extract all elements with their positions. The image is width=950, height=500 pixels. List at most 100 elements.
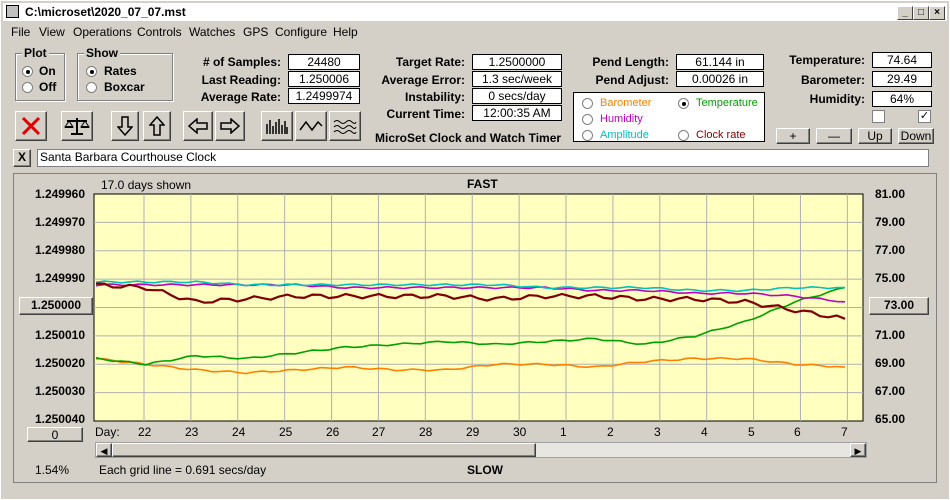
series-line-amplitude [95,280,845,293]
legend-clockrate-radio[interactable] [678,130,689,141]
legend-amplitude-radio[interactable] [582,130,593,141]
percent-label: 1.54% [35,463,70,477]
legend-amplitude-label: Amplitude [600,129,649,141]
pend-adjust-label: Pend Adjust: [595,73,669,87]
legend-temperature-label: Temperature [696,97,758,109]
maximize-button[interactable]: □ [913,6,929,20]
up-button[interactable]: Up [858,128,892,144]
up-arrow-icon [149,115,165,136]
plot-off-label: Off [39,80,57,94]
barometer-label: Barometer: [800,73,865,87]
red-x-icon [21,116,41,136]
plot-group: Plot On Off [15,46,65,101]
right-tick: 65.00 [875,412,906,426]
close-window-button[interactable]: × [929,6,945,20]
right-tick: 67.00 [875,384,906,398]
menu-watches[interactable]: Watches [189,25,236,39]
legend-temperature-radio[interactable] [678,98,689,109]
plot-group-title: Plot [22,46,49,60]
show-boxcar-label: Boxcar [104,80,145,94]
show-rates-radio[interactable] [86,66,97,77]
legend-humidity-label: Humidity [600,113,643,125]
instability-value: 0 secs/day [472,88,562,104]
day-tick-label: 25 [279,425,293,439]
wave-icon [299,120,323,132]
series-line-barometer [95,356,846,375]
menu-gps[interactable]: GPS [243,25,269,39]
horizontal-scrollbar[interactable]: ◀ ▶ [95,442,867,458]
env-checkbox-1[interactable] [872,110,885,123]
menu-view[interactable]: View [39,25,65,39]
samples-value: 24480 [288,54,360,70]
target-rate-value: 1.2500000 [472,54,562,70]
zero-button[interactable]: 0 [27,427,83,442]
left-tick: 1.250040 [34,412,85,426]
slow-label: SLOW [467,463,503,477]
current-time-label: Current Time: [386,107,465,121]
scroll-right-button[interactable] [215,111,245,141]
menu-bar: File View Operations Controls Watches GP… [3,23,947,41]
stop-button[interactable] [15,111,47,141]
day-tick-label: 1 [560,425,567,439]
instability-label: Instability: [404,90,465,104]
show-boxcar-radio[interactable] [86,82,97,93]
left-tick: 1.249990 [34,271,85,285]
clock-name-input[interactable]: Santa Barbara Courthouse Clock [37,149,929,167]
show-group-title: Show [84,46,120,60]
right-tick: 75.00 [875,271,906,285]
plot-off-radio[interactable] [22,82,33,93]
humidity-label: Humidity: [809,92,865,106]
right-tick: 77.00 [875,243,906,257]
env-checkbox-2[interactable]: ✓ [918,110,931,123]
right-tick: 71.00 [875,328,906,342]
show-rates-label: Rates [104,64,137,78]
menu-file[interactable]: File [11,25,31,39]
day-tick-label: 6 [794,425,801,439]
days-shown-label: 17.0 days shown [101,178,192,192]
right-center-tick-button[interactable]: 73.00 [869,297,929,315]
right-arrow-icon [220,118,241,134]
scroll-right-arrow[interactable]: ▶ [850,443,866,457]
temperature-label: Temperature: [789,53,865,67]
scroll-left-button[interactable] [183,111,213,141]
series-legend: Barometer Temperature Humidity Amplitude… [573,92,765,142]
day-tick-label: 22 [138,425,152,439]
histogram-icon [266,119,288,134]
pend-length-label: Pend Length: [592,55,669,69]
bars-view-button[interactable] [261,111,293,141]
clear-clock-button[interactable]: X [13,149,31,167]
scroll-left-arrow[interactable]: ◀ [96,443,112,457]
samples-label: # of Samples: [202,55,281,69]
menu-configure[interactable]: Configure [275,25,328,39]
plot-on-radio[interactable] [22,66,33,77]
menu-controls[interactable]: Controls [137,25,182,39]
scroll-up-button[interactable] [143,111,171,141]
squiggle-icon [333,120,357,134]
left-center-tick-button[interactable]: 1.250000 [19,297,93,315]
decrease-button[interactable]: — [816,128,852,144]
balance-button[interactable] [61,111,93,141]
day-tick-label: 4 [701,425,708,439]
scroll-down-button[interactable] [111,111,139,141]
average-error-value: 1.3 sec/week [472,71,562,87]
title-bar: C:\microset\2020_07_07.mst _ □ × [3,3,947,21]
left-tick: 1.250030 [34,384,85,398]
down-button[interactable]: Down [898,128,934,144]
noise-view-button[interactable] [329,111,361,141]
menu-help[interactable]: Help [333,25,358,39]
menu-operations[interactable]: Operations [73,25,132,39]
scroll-thumb[interactable] [112,443,536,457]
minimize-button[interactable]: _ [897,6,913,20]
day-tick-label: 5 [748,425,755,439]
left-tick: 1.249970 [34,215,85,229]
increase-button[interactable]: + [776,128,810,144]
legend-barometer-radio[interactable] [582,98,593,109]
left-arrow-icon [187,118,208,134]
average-error-label: Average Error: [381,73,465,87]
pend-adjust-value: 0.00026 in [676,71,764,87]
app-caption: MicroSet Clock and Watch Timer [375,131,562,145]
barometer-value: 29.49 [872,71,932,87]
legend-humidity-radio[interactable] [582,114,593,125]
line-view-button[interactable] [295,111,327,141]
humidity-value: 64% [872,91,932,107]
